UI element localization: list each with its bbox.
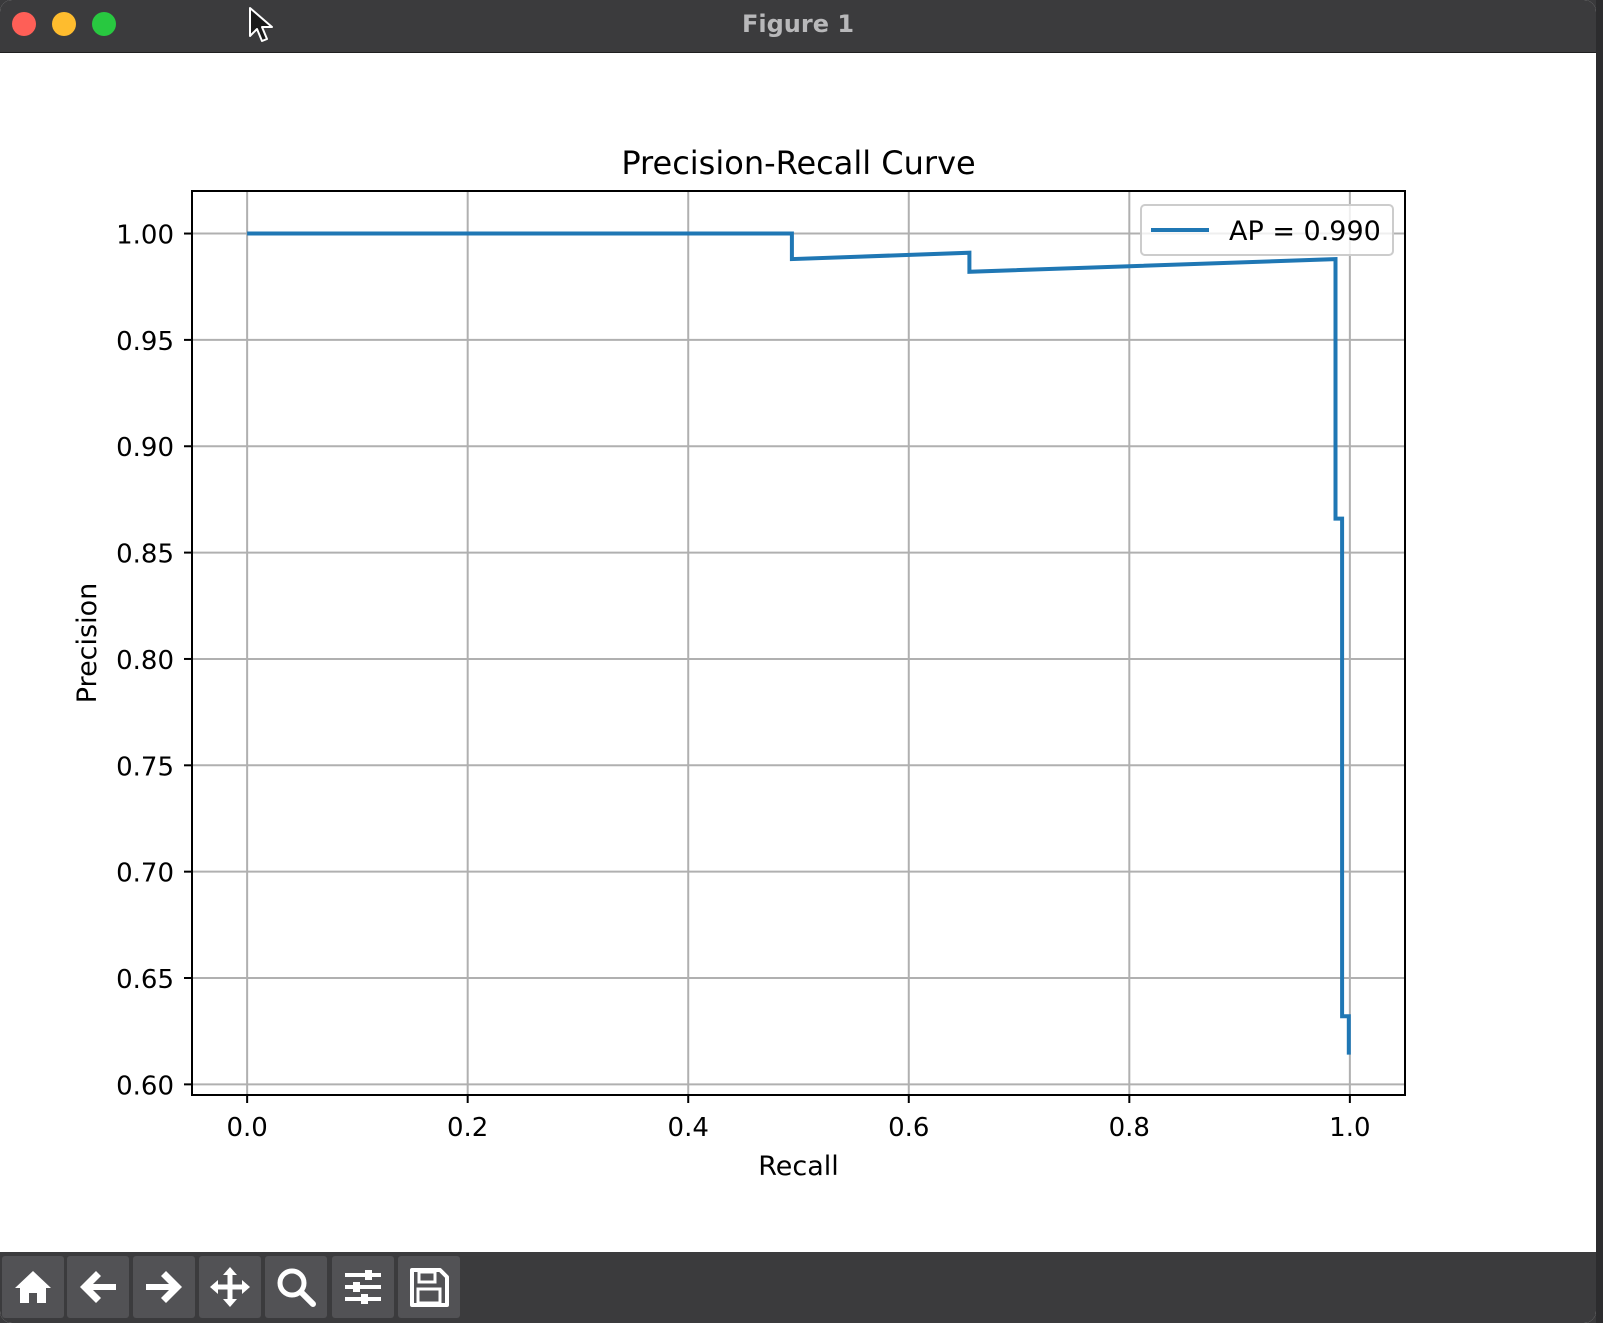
arrow-left-icon [80, 1271, 116, 1303]
close-button[interactable] [12, 12, 36, 36]
zoom-button[interactable] [265, 1256, 327, 1318]
chart-title: Precision-Recall Curve [621, 144, 975, 182]
configure-subplots-button[interactable] [332, 1256, 394, 1318]
x-tick-label: 1.0 [1329, 1113, 1370, 1143]
minimize-button[interactable] [52, 12, 76, 36]
arrow-right-icon [146, 1271, 182, 1303]
y-tick-label: 0.70 [116, 859, 174, 889]
x-axis-label: Recall [758, 1151, 839, 1182]
sliders-icon [345, 1270, 381, 1304]
figure-canvas[interactable]: 0.0 0.2 0.4 0.6 0.8 1.0 0.60 0.65 0.70 0.75 0.80 0.… [0, 53, 1596, 1252]
y-tick-label: 1.00 [116, 221, 174, 251]
axes-frame [191, 190, 1406, 1096]
x-tick-label: 0.8 [1109, 1113, 1150, 1143]
home-button[interactable] [2, 1256, 64, 1318]
legend: AP = 0.990 [1140, 204, 1394, 256]
forward-button[interactable] [133, 1256, 195, 1318]
x-tick-label: 0.6 [888, 1113, 929, 1143]
precision-recall-chart: 0.0 0.2 0.4 0.6 0.8 1.0 0.60 0.65 0.70 0.75 0.80 0.… [72, 144, 1406, 1182]
series-line [247, 231, 1351, 1055]
save-button[interactable] [398, 1256, 460, 1318]
mouse-cursor-icon [249, 7, 273, 42]
legend-entry: AP = 0.990 [1229, 216, 1381, 247]
x-tick-label: 0.2 [447, 1113, 488, 1143]
y-tick-label: 0.75 [116, 752, 174, 782]
legend-box [1140, 204, 1394, 256]
y-tick-label: 0.85 [116, 540, 174, 570]
x-tick-label: 0.0 [226, 1113, 267, 1143]
y-axis-label: Precision [72, 583, 103, 703]
y-tick-label: 0.80 [116, 646, 174, 676]
x-tick-label: 0.4 [668, 1113, 709, 1143]
maximize-button[interactable] [92, 12, 116, 36]
magnifier-icon [277, 1268, 316, 1307]
y-tick-label: 0.90 [116, 433, 174, 463]
pan-button[interactable] [199, 1256, 261, 1318]
window-title: Figure 1 [741, 10, 855, 38]
back-button[interactable] [67, 1256, 129, 1318]
window-edge [1596, 0, 1603, 1323]
y-tick-label: 0.60 [116, 1071, 174, 1101]
y-tick-label: 0.65 [116, 965, 174, 995]
home-icon [15, 1271, 51, 1303]
title-bar: Figure 1 [0, 0, 1596, 53]
y-tick-label: 0.95 [116, 327, 174, 357]
navigation-toolbar [0, 1252, 1596, 1323]
move-icon [210, 1267, 250, 1307]
floppy-disk-icon [410, 1268, 449, 1307]
